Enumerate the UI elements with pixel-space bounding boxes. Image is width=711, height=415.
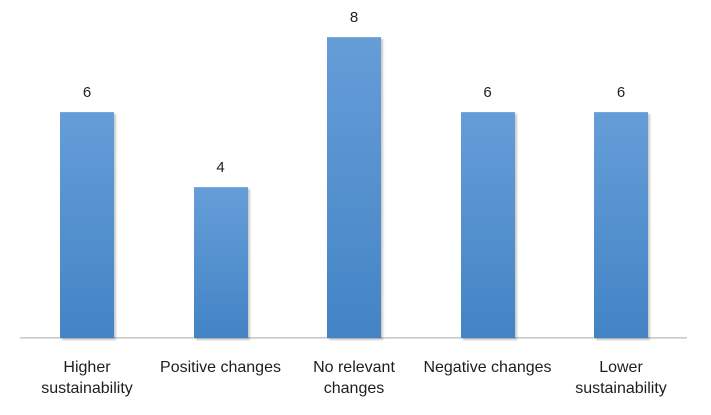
bar [193,187,248,338]
bar [594,112,648,338]
bar [60,112,114,338]
bar-slot: 8 No relevant changes [279,0,429,415]
category-label: Positive changes [160,359,281,376]
bar-slot: 6 Higher sustainability [12,0,162,415]
category-label: Negative changes [423,359,552,376]
bar-value-label: 6 [82,84,92,101]
bar-value-label: 4 [216,159,225,176]
category-label: Higher sustainability [41,359,133,397]
bar-value-label: 8 [349,9,359,26]
category-label: Lower sustainability [575,359,667,397]
bar-slot: 4 Positive changes [146,0,296,415]
bar-value-label: 6 [616,84,626,101]
category-label: No relevant changes [313,359,395,397]
bar [327,37,381,338]
bar [460,112,515,338]
bar-slot: 6 Lower sustainability [546,0,696,415]
bar-value-label: 6 [483,84,492,101]
bar-slot: 6 Negative changes [413,0,563,415]
x-axis-line [20,337,687,339]
